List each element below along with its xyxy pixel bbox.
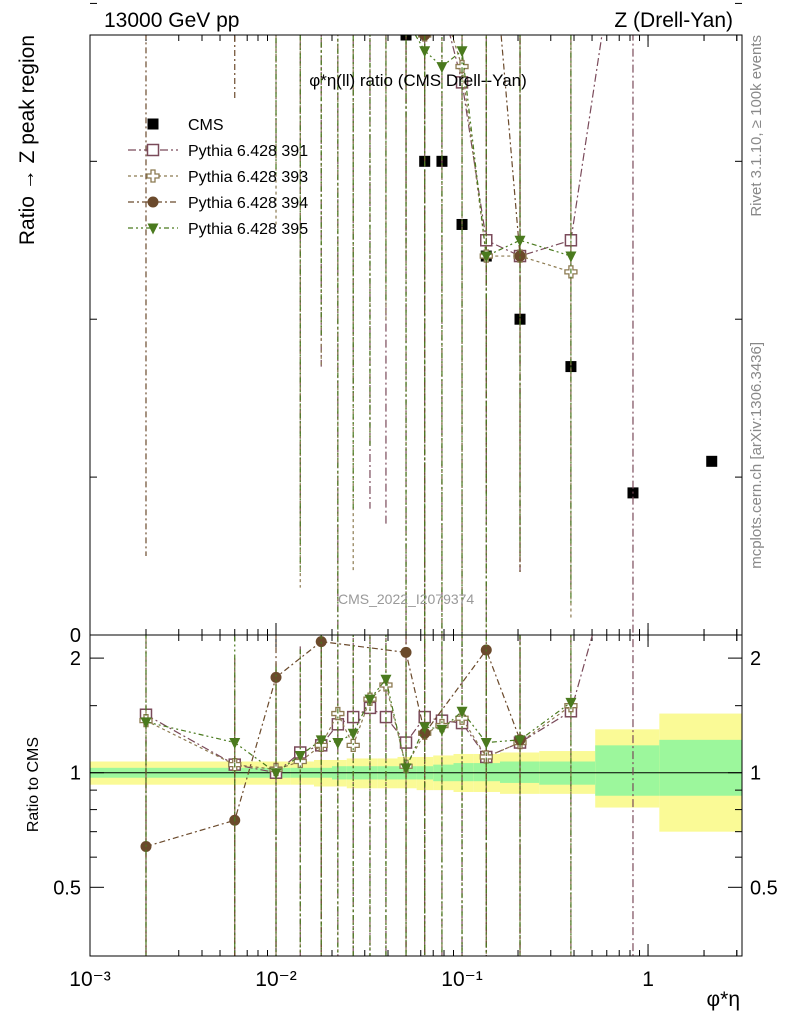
mcplots-side-label: mcplots.cern.ch [arXiv:1306.3436] [748,342,765,569]
x-tick-label: 1 [642,968,654,991]
ratio-series-pythia-6.428-391 [139,635,634,956]
ratio-y-tick-label: 1 [70,763,81,785]
legend: CMS Pythia 6.428 391 Pythia 6.428 393 Pythi… [128,117,308,238]
ratio-series-line [145,635,594,774]
ratio-panel-series [139,635,634,956]
ratio-y-tick-label-right: 2 [750,648,761,670]
legend-label: Pythia 6.428 395 [188,221,308,238]
ratio-point [315,735,327,747]
series-layer [139,0,718,956]
legend-marker [146,143,160,157]
ratio-point [479,750,493,764]
ratio-band-inner [453,763,474,782]
chart-title: φ*η(ll) ratio (CMS Drell--Yan) [309,71,527,90]
data-point [436,62,448,74]
ratio-uncertainty-bands [90,713,742,832]
data-point [480,251,492,263]
ratio-point [565,697,577,709]
ratio-series-line [145,683,572,771]
legend-label: CMS [188,117,224,134]
ratio-point [229,738,241,750]
series-line [449,35,603,257]
x-tick-label: 10⁻¹ [441,968,482,991]
data-point [706,455,718,467]
data-point [565,361,577,373]
legend-marker [147,118,159,130]
rivet-side-label: Rivet 3.1.10, ≥ 100k events [748,35,765,217]
legend-label: Pythia 6.428 394 [188,195,308,212]
axis-ticks: 00.00050.0010.00150.0020.00250.0030.0035… [53,2,778,991]
data-point [456,46,468,58]
ratio-band-inner [595,745,660,796]
data-point [514,250,526,262]
main-ylabel: Ratio → Z peak region [16,35,39,245]
ratio-y-tick-label: 0.5 [53,877,81,899]
series-pythia-6.428-395 [275,15,577,635]
main-panel-series [145,0,718,635]
ratio-point [270,671,282,683]
ratio-point [346,738,360,752]
ratio-point [315,636,327,648]
data-point [400,13,412,25]
ratio-point [400,763,412,775]
series-pythia-6.428-393 [275,0,578,635]
xaxis-label: φ*η [707,988,740,1011]
legend-marker [147,223,159,235]
data-point [514,235,526,247]
ratio-band-inner [659,739,742,796]
data-point [401,15,412,26]
ratio-point [332,738,344,750]
ratio-point [436,724,448,736]
analysis-watermark: CMS_2022_I2079374 [338,591,474,607]
ratio-point [331,706,345,721]
data-point [565,251,577,263]
ratio-y-tick-label-right: 0.5 [750,877,778,899]
ratio-point [400,646,412,658]
ratio-point [347,728,359,740]
ratio-point [514,735,526,747]
ratio-point [140,717,152,729]
ratio-point [419,722,431,734]
data-point [436,0,448,9]
legend-label: Pythia 6.428 393 [188,169,308,186]
legend-label: Pythia 6.428 391 [188,143,308,160]
ratio-point [480,738,492,750]
header-left: 13000 GeV pp [104,9,239,32]
legend-marker [146,169,160,183]
ratio-y-tick-label: 2 [70,648,81,670]
ratio-series-line [145,640,521,848]
ratio-panel-frame [89,634,743,957]
series-line [414,35,572,257]
data-point [436,0,447,9]
x-tick-label: 10⁻³ [69,968,110,991]
ratio-point [380,674,392,686]
ratio-point [364,694,376,706]
data-point [419,46,431,58]
ratio-point [294,750,306,762]
header-right: Z (Drell-Yan) [614,9,733,32]
x-tick-label: 10⁻² [255,968,296,991]
ratio-point [456,706,468,718]
legend-marker [147,196,159,208]
ratio-series-pythia-6.428-395 [140,635,577,956]
ratio-point [270,768,282,780]
series-pythia-6.428-391 [275,0,634,635]
ratio-series-line [145,677,572,774]
ratio-ylabel: Ratio to CMS [25,737,42,832]
main-y-tick-label: 0 [70,625,81,647]
ratio-y-tick-label-right: 1 [750,763,761,785]
